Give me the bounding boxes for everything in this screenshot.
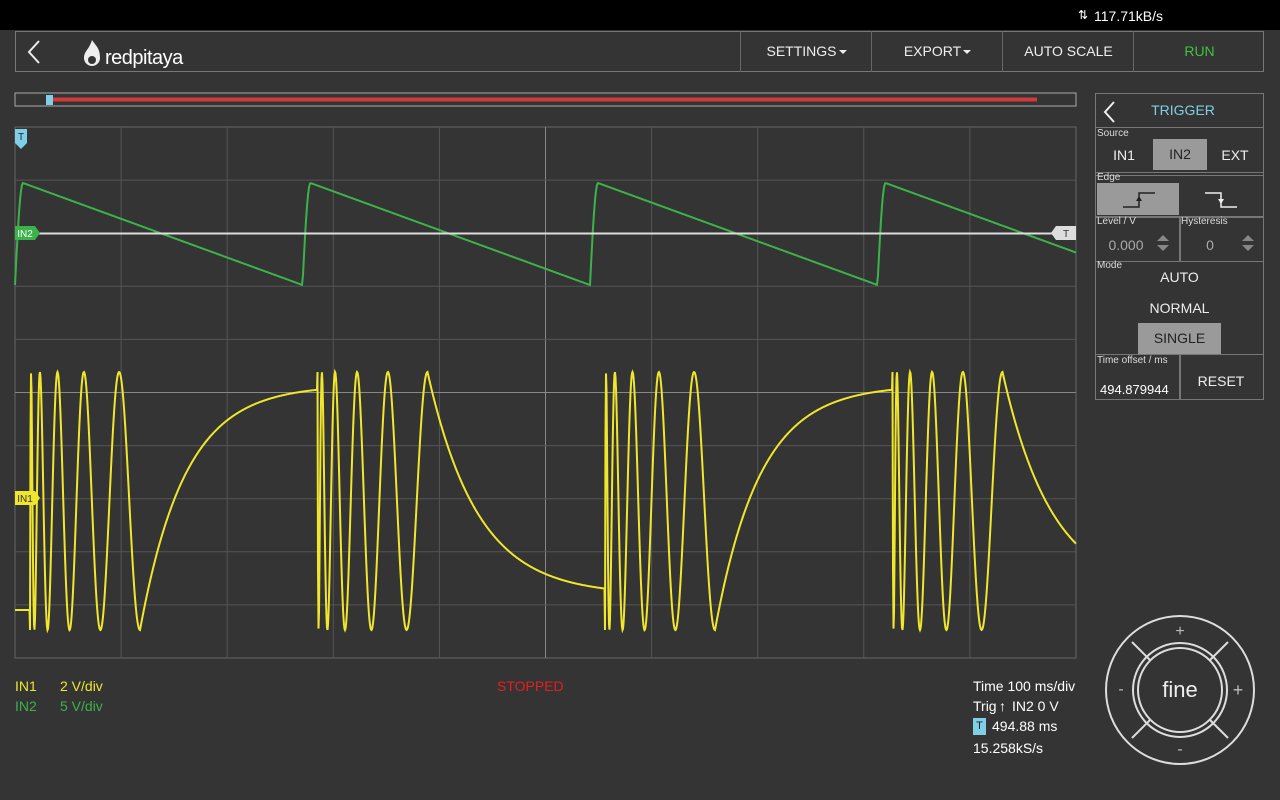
in2-scale: 5 V/div	[60, 698, 103, 714]
fine-plus-top[interactable]: +	[1175, 623, 1184, 640]
toolbar	[15, 31, 1264, 72]
timeline-bar[interactable]	[14, 92, 1077, 107]
trigger-offset: 494.88 ms	[992, 718, 1058, 734]
source-in2[interactable]: IN2	[1153, 139, 1207, 170]
in2-trace	[14, 181, 1077, 287]
in1-name: IN1	[15, 678, 37, 694]
hysteresis-box	[1179, 216, 1264, 262]
trigger-level-label: T	[1063, 229, 1069, 240]
reset-box	[1179, 354, 1264, 400]
edge-buttons[interactable]	[1097, 183, 1261, 215]
mode-auto[interactable]: AUTO	[1160, 269, 1199, 285]
settings-button[interactable]: SETTINGS	[740, 31, 872, 72]
fine-control[interactable]: fine + - - +	[1104, 614, 1256, 766]
source-in1[interactable]: IN1	[1113, 147, 1135, 163]
sample-rate: 15.258kS/s	[973, 740, 1044, 756]
in1-trace	[15, 368, 1077, 634]
edge-label: Edge	[1097, 172, 1121, 183]
mode-normal[interactable]: NORMAL	[1149, 300, 1210, 316]
hysteresis-label: Hysteresis	[1181, 216, 1228, 227]
offset-value[interactable]: 494.879944	[1100, 382, 1169, 397]
acquisition-status: STOPPED	[497, 678, 564, 694]
in1-scale: 2 V/div	[60, 678, 103, 694]
fine-minus-left[interactable]: -	[1118, 681, 1123, 698]
back-button[interactable]	[25, 38, 45, 66]
trig-arrow: ↑	[999, 698, 1006, 714]
export-button[interactable]: EXPORT	[871, 31, 1003, 72]
in1-offset-marker[interactable]	[15, 491, 40, 505]
trigger-title: TRIGGER	[1151, 102, 1215, 118]
trig-info: IN2 0 V	[1012, 698, 1059, 714]
spinners[interactable]	[1156, 234, 1256, 252]
status-bar: ⇅ 117.71kB/s	[0, 0, 1280, 30]
mode-single[interactable]: SINGLE	[1138, 323, 1221, 354]
reset-button[interactable]: RESET	[1197, 373, 1245, 389]
level-input[interactable]: 0.000	[1108, 237, 1144, 253]
autoscale-button[interactable]: AUTO SCALE	[1002, 31, 1134, 72]
mode-label: Mode	[1097, 260, 1123, 271]
logo-icon	[84, 40, 100, 66]
transfer-rate: 117.71kB/s	[1094, 8, 1164, 24]
run-button[interactable]: RUN	[1133, 31, 1265, 72]
source-label: Source	[1097, 128, 1129, 139]
in1-offset-label: IN1	[17, 494, 33, 505]
offset-marker-icon: T	[973, 718, 986, 735]
trigger-level-marker[interactable]	[1051, 226, 1076, 240]
panel-back[interactable]	[1102, 100, 1118, 124]
level-label: Level / V	[1097, 216, 1136, 227]
logo-text: redpitaya	[105, 47, 183, 69]
source-ext[interactable]: EXT	[1221, 147, 1249, 163]
fine-minus-bottom[interactable]: -	[1177, 741, 1182, 758]
in2-offset-label: IN2	[17, 229, 33, 240]
hysteresis-input[interactable]: 0	[1206, 237, 1214, 253]
fine-label: fine	[1162, 677, 1197, 702]
level-box	[1095, 216, 1181, 262]
scope: T IN2 IN1 T	[14, 92, 1077, 659]
source-box	[1095, 127, 1264, 176]
trig-prefix: Trig	[973, 698, 997, 714]
offset-label: Time offset / ms	[1097, 355, 1168, 366]
transfer-icon: ⇅	[1078, 8, 1089, 22]
trigger-time-marker[interactable]	[15, 129, 27, 149]
in2-name: IN2	[15, 698, 37, 714]
trigger-time-label: T	[18, 132, 24, 143]
offset-box	[1095, 354, 1181, 400]
timeline-handle[interactable]	[46, 95, 53, 105]
in2-offset-marker[interactable]	[15, 226, 40, 240]
time-scale: Time 100 ms/div	[973, 678, 1076, 694]
fine-plus-right[interactable]: +	[1233, 680, 1244, 700]
